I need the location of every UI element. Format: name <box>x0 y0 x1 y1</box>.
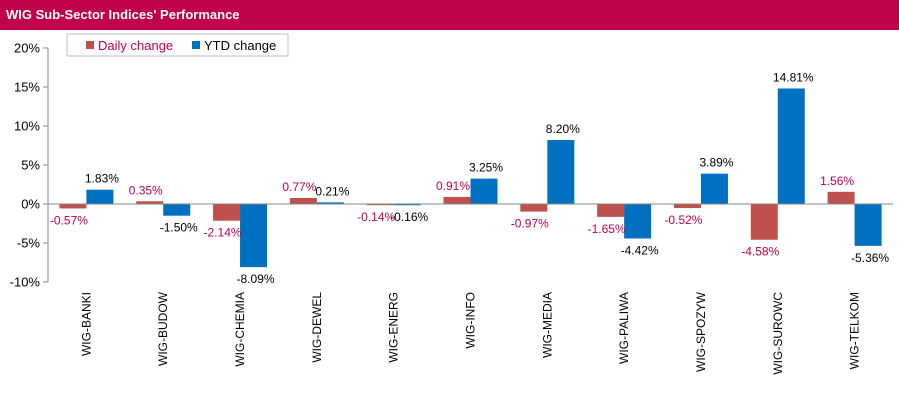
data-label: -4.58% <box>741 245 779 259</box>
data-label: 3.89% <box>699 156 733 170</box>
bar-ytd <box>163 204 191 216</box>
data-label: -0.57% <box>50 213 88 227</box>
data-label: 1.56% <box>820 174 854 188</box>
data-label: -1.50% <box>160 221 198 235</box>
bar-daily <box>597 204 625 217</box>
bar-daily <box>366 204 394 206</box>
y-tick-label: 15% <box>14 80 40 95</box>
category-label: WIG-PALIWA <box>617 292 631 364</box>
y-tick-label: 0% <box>21 197 40 212</box>
data-label: 0.35% <box>129 183 163 197</box>
y-tick-label: 20% <box>14 41 40 56</box>
chart-title-bar: WIG Sub-Sector Indices' Performance <box>0 0 899 30</box>
data-label: 0.91% <box>436 179 470 193</box>
bar-daily <box>520 204 548 212</box>
legend-entry: YTD change <box>204 38 276 53</box>
bar-chart: 20% 15% 10% 5% 0% -5% -10% -0.57% 0.35% -2.14% 0.7… <box>10 33 893 375</box>
y-tick-label: 5% <box>21 158 40 173</box>
bar-ytd <box>470 178 498 204</box>
legend-box <box>66 33 289 57</box>
data-label: 0.77% <box>282 180 316 194</box>
bar-daily <box>443 196 471 204</box>
data-label: -0.16% <box>390 210 428 224</box>
y-tick-label: -5% <box>17 236 41 251</box>
bar-ytd <box>624 204 652 239</box>
y-tick-label: -10% <box>10 275 41 290</box>
data-label: -0.97% <box>511 217 549 231</box>
category-label: WIG-INFO <box>464 292 478 349</box>
category-label: WIG-ENERG <box>387 292 401 363</box>
data-label: -8.09% <box>237 272 275 286</box>
bar-daily <box>213 204 241 221</box>
category-label: WIG-SPOZYW <box>694 291 708 372</box>
bar-daily <box>827 191 855 204</box>
legend-entry: Daily change <box>98 38 173 53</box>
category-label: WIG-MEDIA <box>540 292 554 358</box>
data-label: -4.42% <box>621 243 659 257</box>
data-label: -2.14% <box>204 226 242 240</box>
y-tick-label: 10% <box>14 119 40 134</box>
bar-ytd <box>700 173 728 204</box>
category-label: WIG-BUDOW <box>156 291 170 366</box>
bar-ytd <box>393 204 421 206</box>
bar-ytd <box>777 88 805 204</box>
category-label: WIG-CHEMIA <box>233 292 247 367</box>
bar-ytd <box>240 204 268 268</box>
bar-daily <box>136 201 164 204</box>
data-label: 1.83% <box>85 172 119 186</box>
data-label: -5.36% <box>851 251 889 265</box>
data-label: 14.81% <box>773 70 814 84</box>
data-label: -0.52% <box>664 213 702 227</box>
bar-ytd <box>316 202 344 204</box>
category-label: WIG-DEWEL <box>310 292 324 363</box>
bar-ytd <box>854 204 882 246</box>
bar-ytd <box>547 140 575 204</box>
chart-title: WIG Sub-Sector Indices' Performance <box>6 7 240 22</box>
bar-daily <box>750 204 778 240</box>
bar-daily <box>673 204 701 209</box>
legend-swatch <box>192 41 200 49</box>
bar-ytd <box>86 189 114 204</box>
bar-daily <box>59 204 87 209</box>
data-label: 0.21% <box>315 184 349 198</box>
data-label: -0.14% <box>357 210 395 224</box>
data-label: 8.20% <box>546 122 580 136</box>
category-label: WIG-TELKOM <box>848 292 862 369</box>
category-label: WIG-BANKI <box>79 292 93 356</box>
data-label: 3.25% <box>469 161 503 175</box>
category-label: WIG-SUROWC <box>771 292 785 375</box>
bar-daily <box>289 197 317 204</box>
data-label: -1.65% <box>588 222 626 236</box>
legend-swatch <box>86 41 94 49</box>
